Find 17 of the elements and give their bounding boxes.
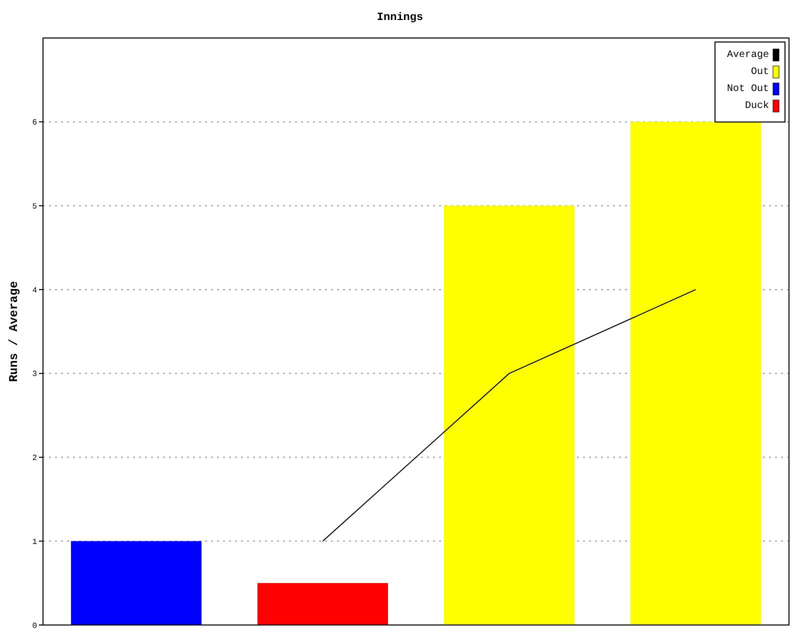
bar (630, 122, 762, 625)
y-tick-label: 6 (32, 118, 38, 128)
chart-title: Innings (376, 12, 424, 24)
y-axis-title: Runs / Average (7, 281, 21, 382)
y-tick-label: 4 (32, 286, 38, 296)
bar (257, 583, 388, 625)
y-tick-label: 5 (32, 202, 38, 212)
y-tick-label: 1 (32, 538, 38, 547)
legend-label: Out (750, 67, 769, 78)
legend-label: Duck (744, 100, 769, 112)
bar (444, 206, 575, 625)
y-tick-label: 0 (32, 622, 38, 631)
legend-label: Not Out (726, 84, 769, 95)
y-tick-label: 2 (32, 454, 38, 464)
bar (70, 541, 202, 625)
legend-label: Average (726, 50, 769, 61)
y-tick-label: 3 (32, 370, 38, 380)
